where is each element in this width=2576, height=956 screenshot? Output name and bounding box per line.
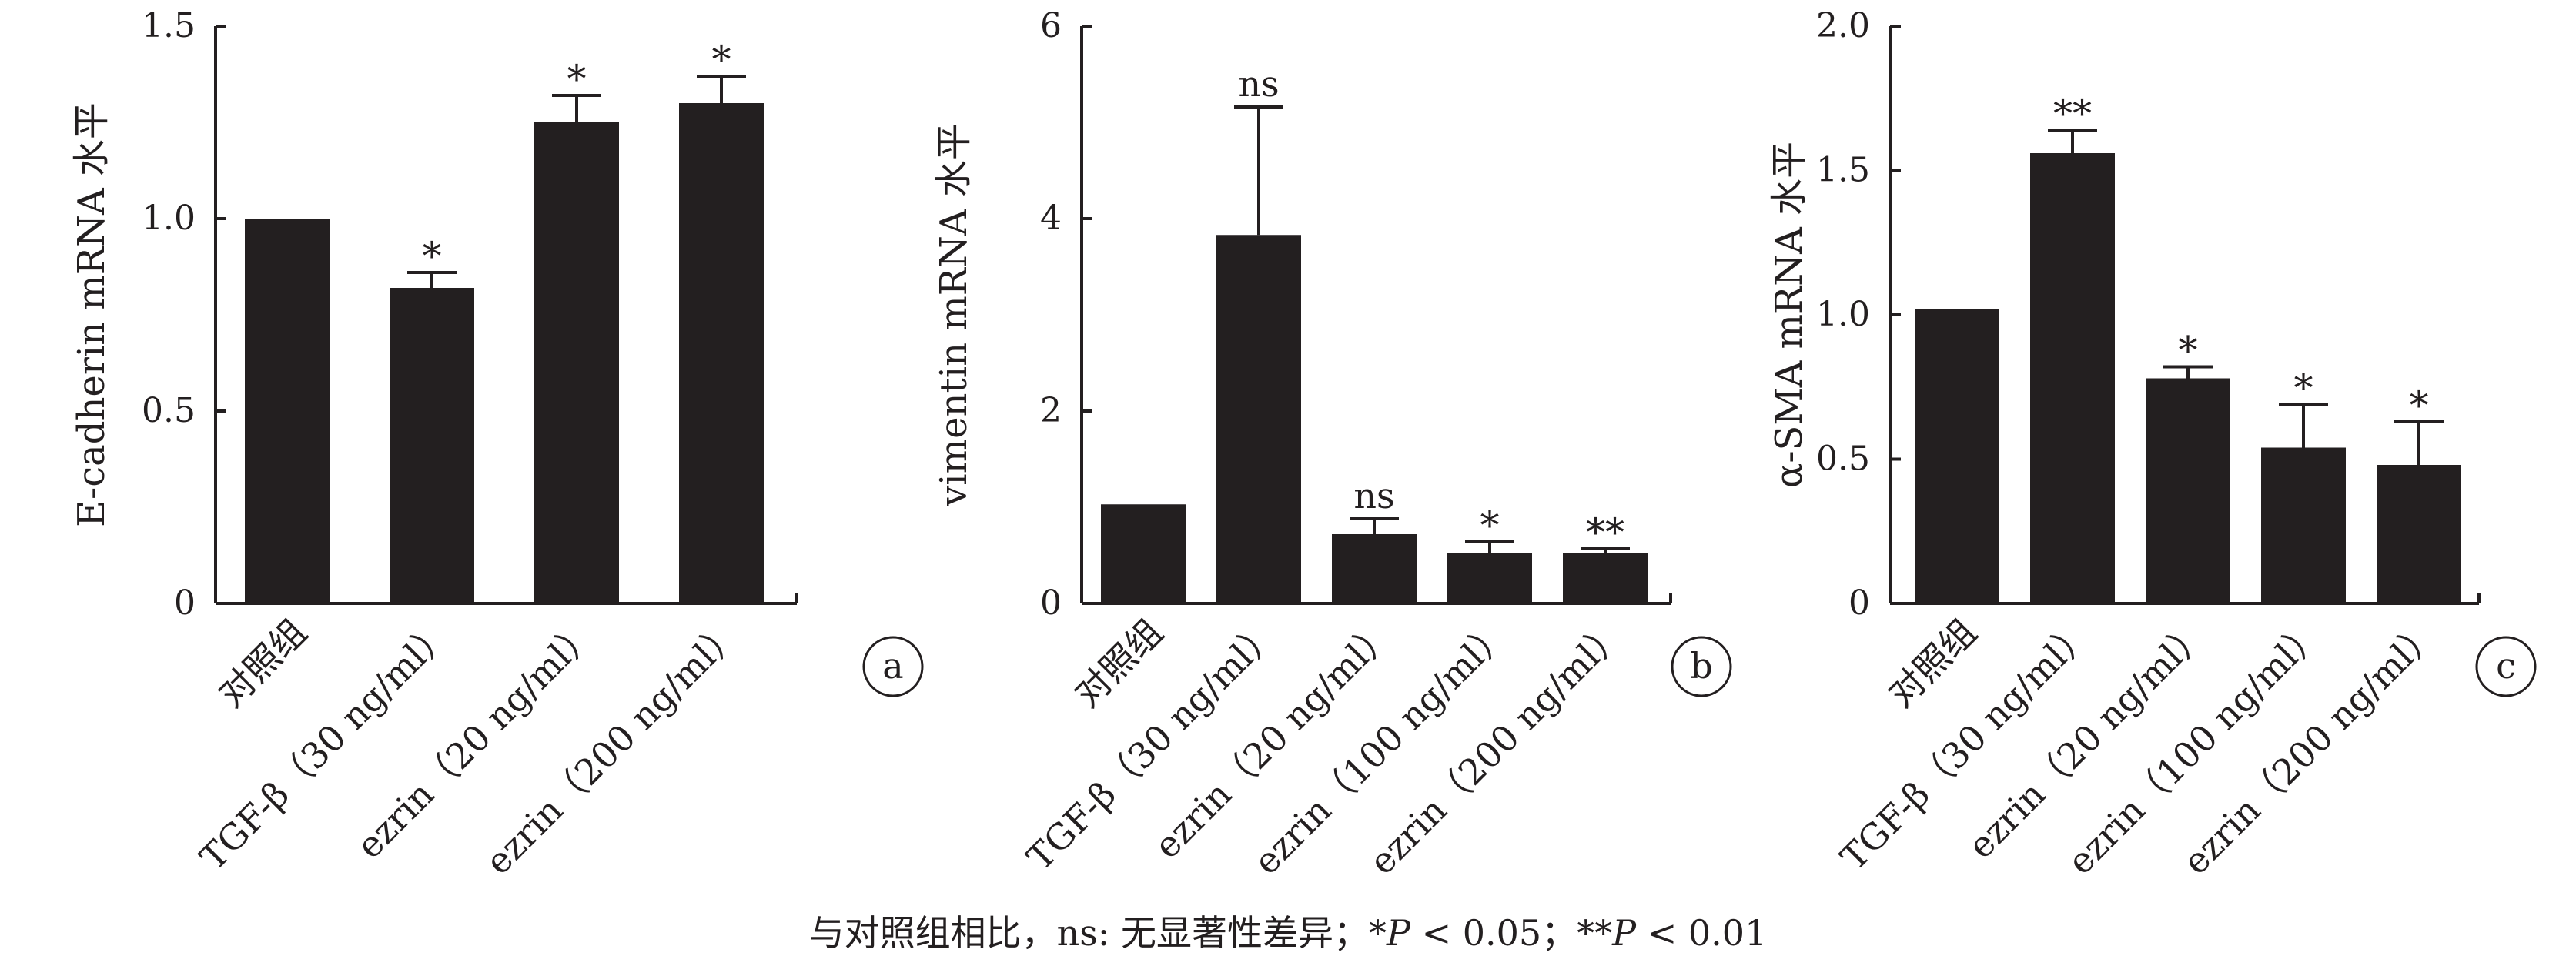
y-axis-title: α-SMA mRNA 水平 (1768, 142, 1811, 488)
bar (1332, 534, 1417, 603)
bar (534, 122, 619, 603)
significance-label: * (2179, 329, 2198, 373)
panel-letter: c (2496, 645, 2516, 687)
significance-label: ** (1586, 510, 1624, 555)
caption-prefix: 与对照组相比，ns: 无显著性差异；* (808, 912, 1387, 954)
y-tick-label: 1.5 (142, 6, 196, 45)
bar (1563, 553, 1648, 603)
bar (2030, 153, 2115, 603)
panel-letter: b (1690, 645, 1712, 687)
caption-p2-threshold: < 0.01 (1636, 912, 1768, 954)
y-tick-label: 1.0 (142, 199, 196, 238)
bar (2146, 378, 2230, 603)
chart-panel-c: 00.51.01.52.0α-SMA mRNA 水平对照组**TGF-β（30 … (1768, 6, 2537, 883)
category-label: ezrin（20 ng/ml） (349, 611, 604, 867)
panel-letter: a (882, 645, 903, 687)
significance-label: * (2294, 366, 2313, 410)
caption-p2-variable: P (1612, 912, 1637, 954)
y-tick-label: 0 (1040, 583, 1062, 623)
panel-letter-circle (2475, 636, 2537, 697)
y-tick-label: 0.5 (1816, 440, 1870, 479)
bar (2261, 447, 2346, 603)
bar (1101, 504, 1186, 603)
category-label: 对照组 (1066, 611, 1171, 716)
bar (1216, 235, 1301, 603)
significance-label: ns (1353, 475, 1394, 516)
category-label: 对照组 (1880, 611, 1985, 716)
bar (2377, 465, 2461, 603)
significance-label: * (712, 38, 731, 82)
significance-label: ns (1238, 63, 1279, 105)
figure-caption: 与对照组相比，ns: 无显著性差异；*P < 0.05；**P < 0.01 (0, 905, 2576, 956)
category-label: ezrin（200 ng/ml） (477, 611, 749, 883)
panel-letter-circle (862, 636, 924, 697)
significance-label: * (567, 57, 587, 102)
bar (679, 103, 764, 603)
significance-label: * (2410, 383, 2429, 428)
bar (245, 219, 330, 603)
caption-p1-variable: P (1387, 912, 1410, 954)
y-tick-label: 2 (1040, 391, 1062, 430)
y-tick-label: 2.0 (1816, 6, 1870, 45)
y-axis-title: vimentin mRNA 水平 (932, 123, 975, 507)
category-label: TGF-β（30 ng/ml） (192, 611, 460, 879)
y-tick-label: 4 (1040, 199, 1062, 238)
y-tick-label: 0 (174, 583, 196, 623)
bar (1915, 309, 1999, 603)
caption-p1-threshold: < 0.05；** (1410, 912, 1613, 954)
significance-label: * (1480, 503, 1500, 548)
significance-label: * (423, 234, 442, 279)
y-axis-title: E-cadherin mRNA 水平 (70, 102, 113, 527)
bar (1447, 553, 1532, 603)
significance-label: ** (2053, 92, 2092, 136)
category-label: 对照组 (210, 611, 315, 716)
bar (390, 288, 474, 603)
y-tick-label: 0.5 (142, 391, 196, 430)
y-tick-label: 1.5 (1816, 151, 1870, 190)
y-tick-label: 6 (1040, 6, 1062, 45)
y-tick-label: 1.0 (1816, 295, 1870, 334)
y-tick-label: 0 (1848, 583, 1870, 623)
panel-letter-circle (1671, 636, 1732, 697)
